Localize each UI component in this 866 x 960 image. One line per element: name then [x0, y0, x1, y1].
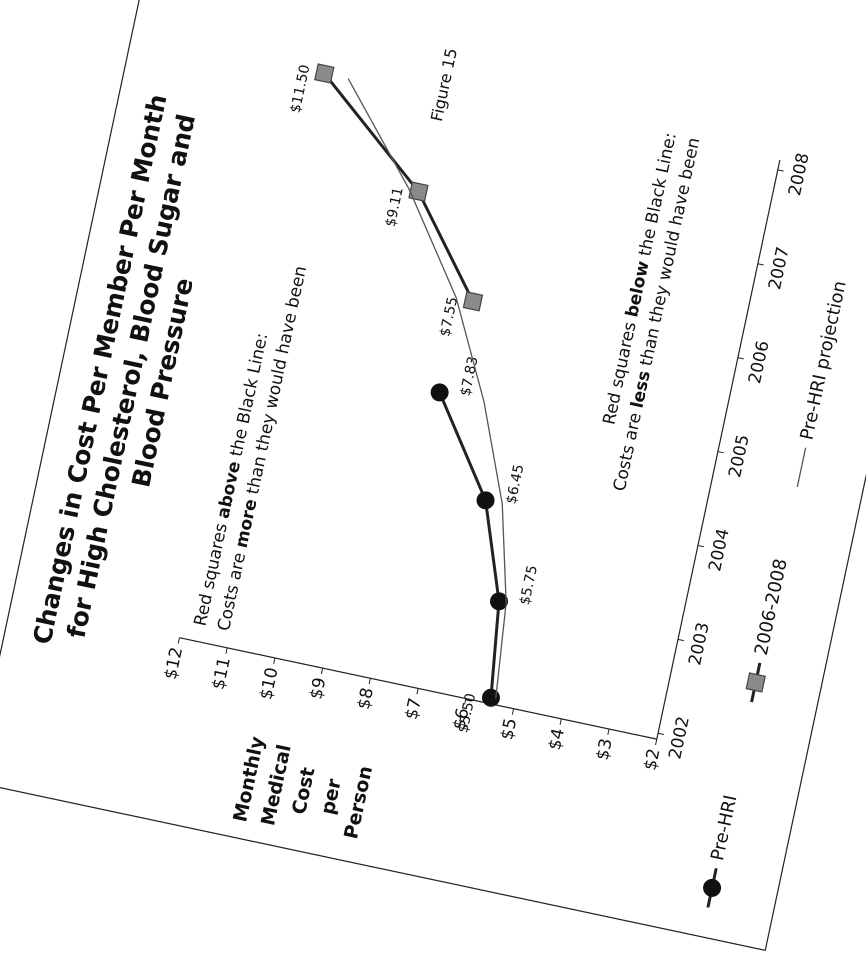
y-axis-label: Person [340, 764, 377, 841]
data-label: $6.45 [504, 463, 528, 506]
y-tick [320, 668, 324, 675]
y-tick [368, 678, 371, 685]
y-tick-label: $4 [545, 727, 569, 752]
series-line [347, 78, 507, 699]
point [476, 491, 495, 510]
point [489, 592, 508, 611]
x-tick [717, 451, 724, 454]
x-tick [697, 544, 704, 548]
legend-line [796, 447, 807, 487]
point [408, 181, 429, 202]
y-tick [273, 657, 276, 664]
y-tick-label: $5 [497, 716, 521, 741]
x-tick [737, 357, 744, 360]
y-tick-label: $12 [161, 645, 187, 681]
y-tick-label: $6 [449, 706, 473, 731]
x-axis [656, 159, 781, 740]
legend-marker [745, 672, 766, 693]
point [314, 63, 335, 84]
y-tick-label: $3 [593, 737, 617, 762]
legend-label: Pre-HRI projection [797, 279, 851, 442]
y-tick-label: $7 [402, 696, 426, 721]
x-tick-label: 2004 [705, 527, 734, 573]
data-label: $7.83 [458, 355, 482, 398]
y-axis-label: Cost [288, 765, 319, 816]
x-tick-label: 2005 [725, 433, 754, 479]
y-axis-label: per [317, 776, 346, 816]
y-tick [177, 637, 180, 644]
data-label: $5.75 [517, 564, 541, 607]
y-tick-label: $11 [209, 656, 235, 692]
x-tick-label: 2008 [785, 151, 814, 197]
x-tick-label: 2007 [765, 245, 794, 291]
y-tick-label: $10 [256, 666, 282, 702]
x-tick [777, 169, 784, 172]
y-tick [559, 718, 562, 725]
point [462, 291, 484, 312]
y-tick [607, 728, 610, 735]
data-label: $11.50 [288, 63, 314, 114]
y-tick [416, 688, 419, 695]
y-tick [464, 698, 467, 705]
series-line [438, 391, 501, 698]
y-tick-label: $2 [640, 747, 664, 772]
x-tick-label: 2002 [665, 715, 694, 761]
x-tick [677, 638, 684, 642]
y-tick-label: $8 [354, 686, 378, 711]
legend-marker [703, 878, 722, 897]
figure-label: Figure 15 [427, 46, 461, 123]
point [481, 688, 500, 707]
y-tick [511, 708, 515, 715]
x-tick-label: 2006 [745, 339, 774, 385]
y-tick-label: $9 [306, 676, 330, 701]
y-tick [655, 739, 658, 746]
x-tick-label: 2003 [685, 621, 714, 667]
legend-label: Pre-HRI [707, 793, 741, 862]
point [430, 383, 449, 402]
legend-label: 2006-2008 [751, 557, 792, 657]
annotation-part: less [627, 369, 654, 410]
data-label: $5.50 [455, 692, 479, 735]
x-tick [757, 263, 764, 266]
x-tick [657, 732, 665, 736]
data-label: $9.11 [383, 186, 407, 229]
y-tick [225, 647, 228, 654]
